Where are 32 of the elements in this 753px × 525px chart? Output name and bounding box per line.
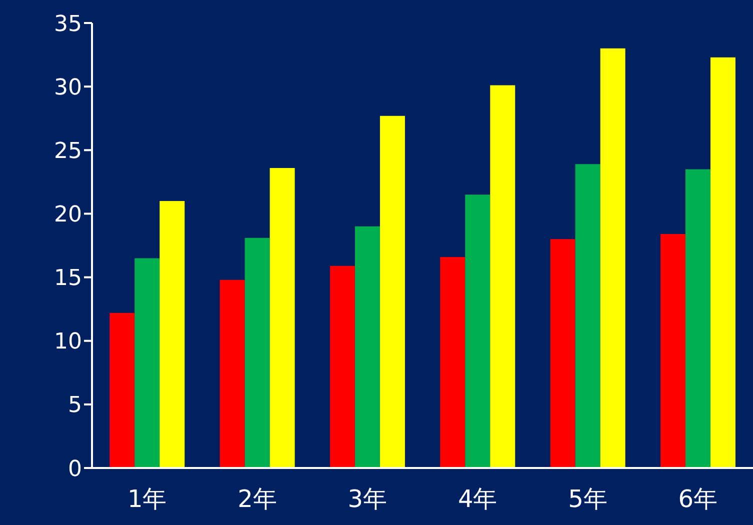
- bar: [685, 169, 710, 468]
- bar: [134, 258, 160, 468]
- bar: [465, 194, 490, 468]
- bar: [380, 116, 405, 468]
- bar: [600, 48, 626, 468]
- bar: [220, 280, 245, 468]
- y-tick-label: 0: [68, 456, 82, 482]
- bar: [550, 239, 576, 468]
- bar: [660, 234, 686, 468]
- bar: [330, 266, 355, 468]
- bar: [244, 238, 270, 468]
- y-tick-label: 35: [54, 12, 82, 37]
- x-tick-label: 5年: [568, 485, 608, 514]
- x-tick-label: 1年: [127, 485, 167, 514]
- bar: [440, 256, 466, 468]
- x-tick-label: 2年: [238, 485, 277, 514]
- bar: [160, 201, 185, 468]
- bar: [270, 168, 295, 468]
- x-tick-label: 6年: [678, 485, 718, 514]
- y-tick-label: 15: [54, 266, 82, 292]
- y-tick-label: 30: [54, 75, 82, 100]
- x-tick-label: 3年: [348, 485, 388, 514]
- bar: [110, 312, 135, 468]
- bar: [710, 57, 736, 468]
- y-tick-label: 10: [54, 330, 82, 355]
- y-tick-label: 20: [54, 202, 82, 228]
- x-tick-label: 4年: [458, 485, 498, 514]
- bar: [354, 226, 380, 468]
- y-tick-label: 25: [54, 138, 82, 164]
- y-tick-label: 5: [68, 393, 82, 418]
- bar: [490, 85, 516, 468]
- bar: [575, 164, 600, 468]
